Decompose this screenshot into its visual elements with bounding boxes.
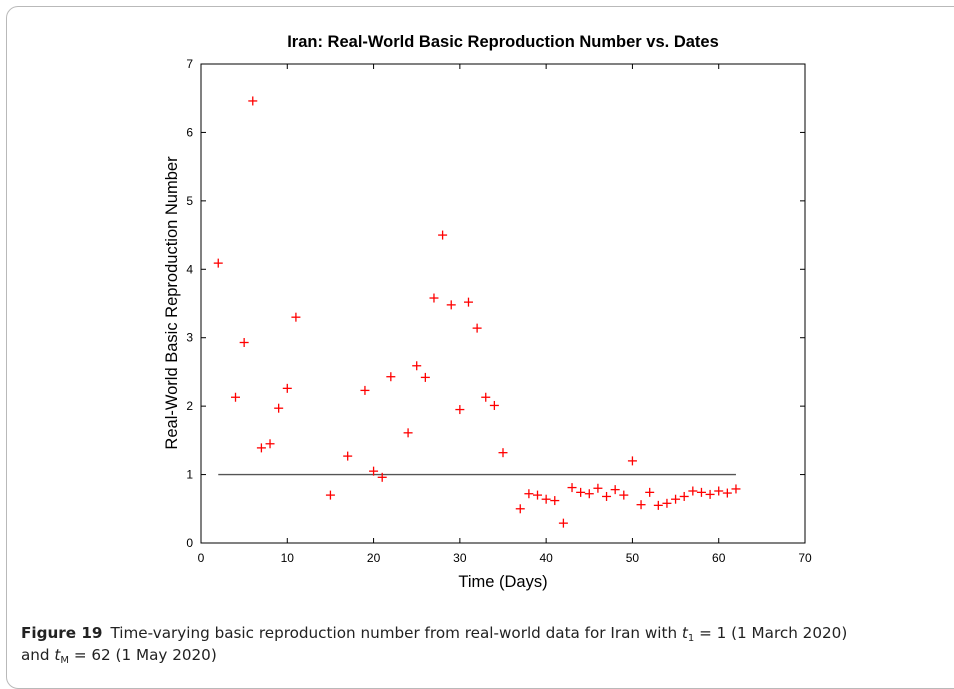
- data-point: [696, 487, 706, 497]
- tm-subscript: M: [60, 655, 70, 666]
- t1-value: = 1 (1 March 2020): [694, 624, 848, 642]
- data-point: [671, 494, 681, 504]
- data-point: [438, 230, 448, 240]
- caption-text-1: Time-varying basic reproduction number f…: [110, 624, 682, 642]
- x-tick-label: 60: [712, 551, 726, 565]
- data-point: [550, 496, 560, 506]
- y-tick-label: 6: [186, 125, 193, 139]
- data-point: [369, 466, 379, 476]
- data-point: [584, 489, 594, 499]
- y-axis-label: Real-World Basic Reproduction Number: [163, 156, 181, 450]
- data-point: [472, 323, 482, 333]
- data-point: [515, 504, 525, 514]
- data-point: [498, 448, 508, 458]
- data-point: [705, 489, 715, 499]
- data-point: [403, 428, 413, 438]
- tm-value: = 62 (1 May 2020): [69, 646, 217, 664]
- figure-caption: Figure 19 Time-varying basic reproduction…: [21, 622, 941, 666]
- data-point: [282, 383, 292, 393]
- t1-variable: t: [681, 624, 688, 642]
- data-point: [239, 338, 249, 348]
- x-tick-label: 70: [798, 551, 812, 565]
- data-point: [231, 392, 241, 402]
- data-point: [576, 487, 586, 497]
- data-point: [429, 293, 439, 303]
- y-tick-label: 7: [186, 57, 193, 71]
- data-point: [455, 405, 465, 415]
- data-point: [533, 490, 543, 500]
- t1-subscript: 1: [687, 633, 695, 644]
- x-tick-label: 50: [626, 551, 640, 565]
- data-point: [274, 403, 284, 413]
- data-point: [714, 486, 724, 496]
- data-point: [420, 372, 430, 382]
- data-point: [213, 258, 223, 268]
- data-point: [541, 494, 551, 504]
- data-point: [636, 500, 646, 510]
- data-point: [610, 485, 620, 495]
- data-point: [679, 491, 689, 501]
- y-tick-label: 2: [186, 399, 193, 413]
- data-point: [602, 491, 612, 501]
- axes: 0 10 20 30 40 50 60 70 0 1 2 3 4 5 6 7: [186, 57, 812, 565]
- y-tick-label: 1: [186, 468, 193, 482]
- figure-label: Figure 19: [21, 624, 103, 642]
- x-tick-label: 30: [453, 551, 467, 565]
- y-tick-label: 4: [186, 262, 193, 276]
- x-tick-label: 0: [198, 551, 205, 565]
- plot-area-box: [200, 63, 806, 544]
- x-tick-label: 40: [539, 551, 553, 565]
- data-point: [325, 490, 335, 500]
- data-point: [412, 361, 422, 371]
- data-point: [386, 372, 396, 382]
- data-point: [377, 472, 387, 482]
- x-tick-label: 20: [367, 551, 381, 565]
- data-point: [645, 487, 655, 497]
- data-point: [627, 456, 637, 466]
- chart-title: Iran: Real-World Basic Reproduction Numb…: [287, 33, 719, 51]
- data-point: [558, 518, 568, 528]
- y-tick-label: 0: [186, 536, 193, 550]
- y-tick-label: 5: [186, 194, 193, 208]
- scatter-chart: Iran: Real-World Basic Reproduction Numb…: [163, 33, 812, 591]
- data-point: [722, 488, 732, 498]
- data-point: [291, 312, 301, 322]
- y-tick-label: 3: [186, 331, 193, 345]
- data-point: [731, 484, 741, 494]
- data-point: [662, 498, 672, 508]
- data-point: [489, 400, 499, 410]
- data-point: [360, 385, 370, 395]
- data-point: [463, 297, 473, 307]
- data-point: [524, 489, 534, 499]
- data-points: [213, 96, 741, 528]
- data-point: [593, 483, 603, 493]
- caption-text-2: and: [21, 646, 55, 664]
- tm-variable: t: [54, 646, 61, 664]
- data-point: [481, 392, 491, 402]
- data-point: [446, 300, 456, 310]
- data-point: [343, 451, 353, 461]
- data-point: [248, 96, 258, 106]
- data-point: [265, 439, 275, 449]
- x-axis-label: Time (Days): [458, 573, 547, 591]
- data-point: [619, 490, 629, 500]
- data-point: [688, 486, 698, 496]
- data-point: [653, 500, 663, 510]
- data-point: [256, 443, 266, 453]
- data-point: [567, 483, 577, 493]
- x-tick-label: 10: [281, 551, 295, 565]
